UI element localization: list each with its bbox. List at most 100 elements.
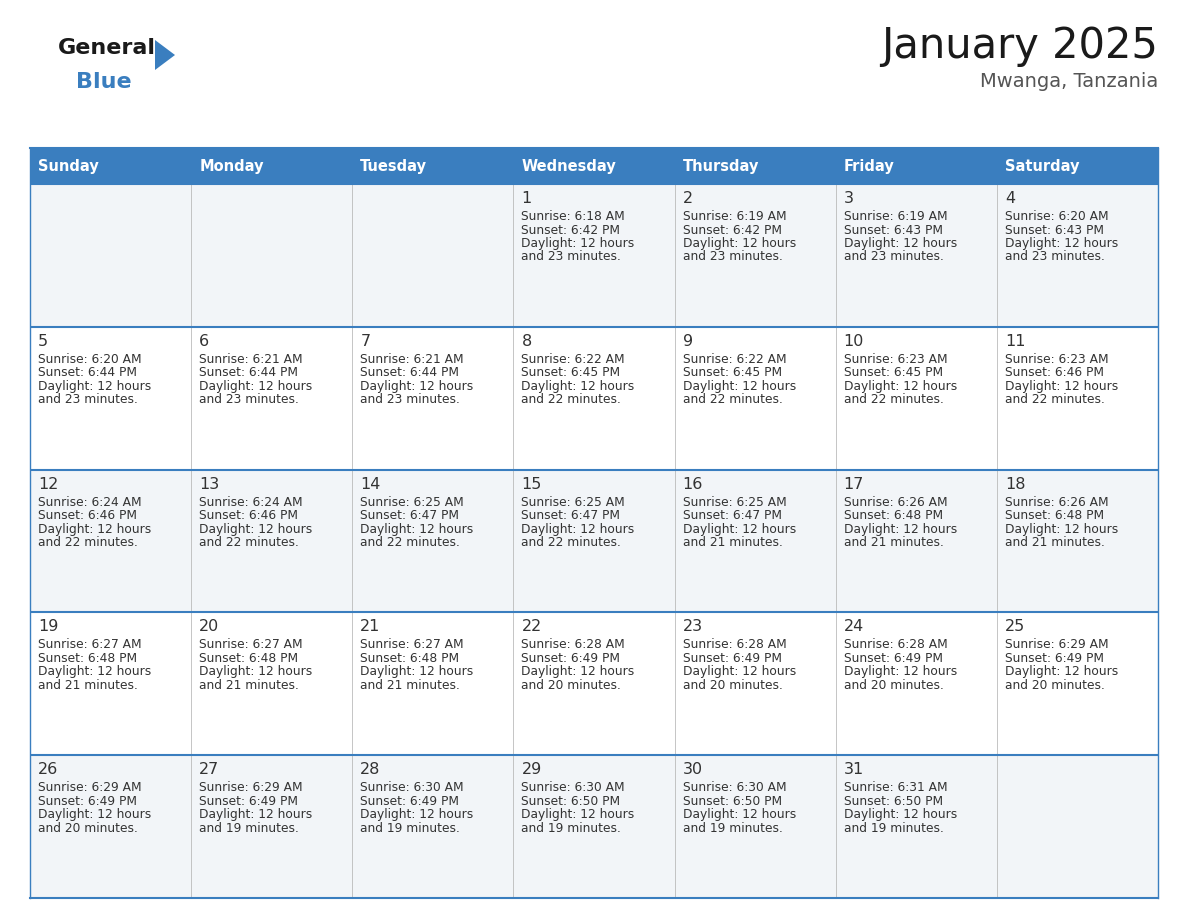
Bar <box>353 327 513 470</box>
Text: and 19 minutes.: and 19 minutes. <box>843 822 943 834</box>
Bar <box>835 327 997 470</box>
Text: Daylight: 12 hours: Daylight: 12 hours <box>1005 522 1118 535</box>
Text: Daylight: 12 hours: Daylight: 12 hours <box>843 522 958 535</box>
Bar <box>835 470 997 612</box>
Bar <box>353 612 513 756</box>
Text: Sunrise: 6:30 AM: Sunrise: 6:30 AM <box>683 781 786 794</box>
Text: Sunset: 6:49 PM: Sunset: 6:49 PM <box>38 795 137 808</box>
Text: Daylight: 12 hours: Daylight: 12 hours <box>38 380 151 393</box>
Text: Daylight: 12 hours: Daylight: 12 hours <box>360 808 474 822</box>
Text: 19: 19 <box>38 620 58 634</box>
Text: 5: 5 <box>38 334 49 349</box>
Text: 11: 11 <box>1005 334 1025 349</box>
Text: Sunset: 6:49 PM: Sunset: 6:49 PM <box>200 795 298 808</box>
Text: Daylight: 12 hours: Daylight: 12 hours <box>522 237 634 250</box>
Text: and 22 minutes.: and 22 minutes. <box>200 536 299 549</box>
Text: Sunset: 6:47 PM: Sunset: 6:47 PM <box>522 509 620 522</box>
Text: Sunrise: 6:25 AM: Sunrise: 6:25 AM <box>522 496 625 509</box>
Text: Sunrise: 6:20 AM: Sunrise: 6:20 AM <box>1005 210 1108 223</box>
Text: Daylight: 12 hours: Daylight: 12 hours <box>683 666 796 678</box>
Text: 24: 24 <box>843 620 864 634</box>
Text: Sunset: 6:43 PM: Sunset: 6:43 PM <box>1005 223 1104 237</box>
Text: Sunset: 6:50 PM: Sunset: 6:50 PM <box>522 795 620 808</box>
Bar <box>513 184 675 327</box>
Bar <box>191 756 353 898</box>
Text: Daylight: 12 hours: Daylight: 12 hours <box>843 380 958 393</box>
Text: and 22 minutes.: and 22 minutes. <box>843 393 943 407</box>
Bar <box>835 612 997 756</box>
Text: 22: 22 <box>522 620 542 634</box>
Text: Sunrise: 6:29 AM: Sunrise: 6:29 AM <box>38 781 141 794</box>
Text: Sunrise: 6:26 AM: Sunrise: 6:26 AM <box>843 496 947 509</box>
Text: Sunset: 6:42 PM: Sunset: 6:42 PM <box>683 223 782 237</box>
Text: 26: 26 <box>38 762 58 778</box>
Text: Sunrise: 6:29 AM: Sunrise: 6:29 AM <box>1005 638 1108 652</box>
Text: Sunrise: 6:27 AM: Sunrise: 6:27 AM <box>200 638 303 652</box>
Text: Daylight: 12 hours: Daylight: 12 hours <box>1005 380 1118 393</box>
Text: Daylight: 12 hours: Daylight: 12 hours <box>360 522 474 535</box>
Text: Daylight: 12 hours: Daylight: 12 hours <box>38 522 151 535</box>
Bar <box>997 756 1158 898</box>
Text: 12: 12 <box>38 476 58 492</box>
Text: 3: 3 <box>843 191 854 206</box>
Text: Sunrise: 6:25 AM: Sunrise: 6:25 AM <box>360 496 465 509</box>
Text: Daylight: 12 hours: Daylight: 12 hours <box>843 666 958 678</box>
Text: Sunrise: 6:24 AM: Sunrise: 6:24 AM <box>200 496 303 509</box>
Text: Sunset: 6:50 PM: Sunset: 6:50 PM <box>683 795 782 808</box>
Text: Sunset: 6:50 PM: Sunset: 6:50 PM <box>843 795 943 808</box>
Text: Daylight: 12 hours: Daylight: 12 hours <box>1005 237 1118 250</box>
Text: 4: 4 <box>1005 191 1015 206</box>
Text: Sunset: 6:48 PM: Sunset: 6:48 PM <box>38 652 137 665</box>
Text: 9: 9 <box>683 334 693 349</box>
Text: and 20 minutes.: and 20 minutes. <box>1005 679 1105 692</box>
Bar <box>353 756 513 898</box>
Text: 23: 23 <box>683 620 702 634</box>
Text: and 21 minutes.: and 21 minutes. <box>683 536 783 549</box>
Text: Sunrise: 6:19 AM: Sunrise: 6:19 AM <box>843 210 947 223</box>
Text: Sunrise: 6:20 AM: Sunrise: 6:20 AM <box>38 353 141 365</box>
Text: Sunrise: 6:27 AM: Sunrise: 6:27 AM <box>38 638 141 652</box>
Text: Sunset: 6:45 PM: Sunset: 6:45 PM <box>522 366 620 379</box>
Bar <box>675 148 835 184</box>
Text: Sunset: 6:42 PM: Sunset: 6:42 PM <box>522 223 620 237</box>
Bar <box>191 184 353 327</box>
Text: Sunrise: 6:19 AM: Sunrise: 6:19 AM <box>683 210 786 223</box>
Text: Sunset: 6:48 PM: Sunset: 6:48 PM <box>200 652 298 665</box>
Bar <box>513 470 675 612</box>
Text: Sunrise: 6:18 AM: Sunrise: 6:18 AM <box>522 210 625 223</box>
Text: Sunset: 6:46 PM: Sunset: 6:46 PM <box>200 509 298 522</box>
Text: 20: 20 <box>200 620 220 634</box>
Text: Saturday: Saturday <box>1005 159 1080 174</box>
Text: and 23 minutes.: and 23 minutes. <box>38 393 138 407</box>
Text: Daylight: 12 hours: Daylight: 12 hours <box>683 522 796 535</box>
Text: and 20 minutes.: and 20 minutes. <box>843 679 943 692</box>
Text: Sunset: 6:47 PM: Sunset: 6:47 PM <box>683 509 782 522</box>
Text: and 22 minutes.: and 22 minutes. <box>360 536 460 549</box>
Bar <box>675 612 835 756</box>
Text: Sunrise: 6:25 AM: Sunrise: 6:25 AM <box>683 496 786 509</box>
Text: Sunset: 6:45 PM: Sunset: 6:45 PM <box>843 366 943 379</box>
Text: Sunset: 6:48 PM: Sunset: 6:48 PM <box>360 652 460 665</box>
Bar <box>997 327 1158 470</box>
Text: 13: 13 <box>200 476 220 492</box>
Text: 2: 2 <box>683 191 693 206</box>
Text: Daylight: 12 hours: Daylight: 12 hours <box>200 666 312 678</box>
Bar <box>30 327 191 470</box>
Text: Daylight: 12 hours: Daylight: 12 hours <box>683 237 796 250</box>
Text: Sunrise: 6:22 AM: Sunrise: 6:22 AM <box>683 353 786 365</box>
Text: Sunrise: 6:23 AM: Sunrise: 6:23 AM <box>1005 353 1108 365</box>
Text: 10: 10 <box>843 334 864 349</box>
Bar <box>191 470 353 612</box>
Text: and 20 minutes.: and 20 minutes. <box>522 679 621 692</box>
Text: Daylight: 12 hours: Daylight: 12 hours <box>522 522 634 535</box>
Bar <box>675 470 835 612</box>
Text: Sunset: 6:44 PM: Sunset: 6:44 PM <box>200 366 298 379</box>
Text: Daylight: 12 hours: Daylight: 12 hours <box>1005 666 1118 678</box>
Bar <box>353 470 513 612</box>
Text: and 21 minutes.: and 21 minutes. <box>38 679 138 692</box>
Text: Sunset: 6:43 PM: Sunset: 6:43 PM <box>843 223 943 237</box>
Text: 28: 28 <box>360 762 380 778</box>
Bar <box>835 756 997 898</box>
Text: 21: 21 <box>360 620 380 634</box>
Text: Sunset: 6:48 PM: Sunset: 6:48 PM <box>843 509 943 522</box>
